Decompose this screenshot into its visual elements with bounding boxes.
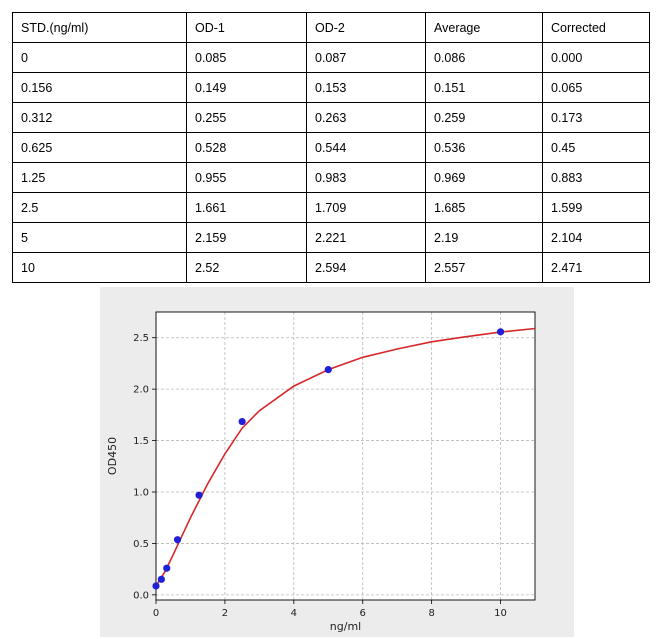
table-cell: 2.52 bbox=[186, 252, 307, 283]
table-cell: 1.661 bbox=[186, 192, 307, 223]
table-cell: 10 bbox=[12, 252, 187, 283]
x-tick-label: 10 bbox=[494, 608, 507, 619]
table-row: 0.156 0.149 0.153 0.151 0.065 bbox=[12, 72, 650, 103]
table-cell: 0.45 bbox=[542, 132, 650, 163]
table-row: 10 2.52 2.594 2.557 2.471 bbox=[12, 252, 650, 283]
table-header-row: STD.(ng/ml) OD-1 OD-2 Average Corrected bbox=[12, 12, 650, 43]
table-cell: 0.087 bbox=[306, 42, 426, 73]
x-axis-label: ng/ml bbox=[330, 620, 361, 633]
table-cell: 0 bbox=[12, 42, 187, 73]
table-cell: 1.25 bbox=[12, 162, 187, 193]
data-point bbox=[324, 366, 332, 374]
table-cell: 0.983 bbox=[306, 162, 426, 193]
table-cell: 0.173 bbox=[542, 102, 650, 133]
x-tick-label: 6 bbox=[360, 608, 366, 619]
plot-area bbox=[156, 312, 535, 600]
table-cell: 0.955 bbox=[186, 162, 307, 193]
table-cell: 0.528 bbox=[186, 132, 307, 163]
data-point bbox=[157, 575, 165, 583]
y-tick-label: 2.0 bbox=[133, 385, 149, 396]
table-cell: 0.065 bbox=[542, 72, 650, 103]
y-tick-label: 1.5 bbox=[133, 436, 149, 447]
table-cell: 0.153 bbox=[306, 72, 426, 103]
table-cell: OD-2 bbox=[306, 12, 426, 43]
table-cell: 2.594 bbox=[306, 252, 426, 283]
table-cell: 2.159 bbox=[186, 222, 307, 253]
table-cell: 0.263 bbox=[306, 102, 426, 133]
standard-table: STD.(ng/ml) OD-1 OD-2 Average Corrected 0 0.08… bbox=[12, 12, 650, 283]
table-cell: 2.104 bbox=[542, 222, 650, 253]
y-tick-label: 0.5 bbox=[133, 539, 149, 550]
table-cell: Average bbox=[425, 12, 543, 43]
x-tick-label: 0 bbox=[153, 608, 159, 619]
table-cell: 0.151 bbox=[425, 72, 543, 103]
table-row: 2.5 1.661 1.709 1.685 1.599 bbox=[12, 192, 650, 223]
table-cell: 0.000 bbox=[542, 42, 650, 73]
table-cell: 1.685 bbox=[425, 192, 543, 223]
data-point bbox=[195, 491, 203, 499]
table-cell: 0.625 bbox=[12, 132, 187, 163]
table-cell: Corrected bbox=[542, 12, 650, 43]
y-tick-label: 0.0 bbox=[133, 590, 149, 601]
table-cell: STD.(ng/ml) bbox=[12, 12, 187, 43]
table-cell: 2.19 bbox=[425, 222, 543, 253]
data-point bbox=[173, 536, 182, 544]
data-point bbox=[152, 582, 160, 590]
table-cell: 2.557 bbox=[425, 252, 543, 283]
table-cell: 0.149 bbox=[186, 72, 307, 103]
table-cell: 1.599 bbox=[542, 192, 650, 223]
table-cell: 0.255 bbox=[186, 102, 307, 133]
data-point bbox=[163, 564, 171, 572]
table-cell: 0.086 bbox=[425, 42, 543, 73]
table-cell: 2.5 bbox=[12, 192, 187, 223]
table-cell: 0.969 bbox=[425, 162, 543, 193]
x-tick-label: 4 bbox=[291, 608, 297, 619]
table-cell: 0.544 bbox=[306, 132, 426, 163]
y-axis-label: OD450 bbox=[106, 437, 119, 475]
table-cell: 2.221 bbox=[306, 222, 426, 253]
x-tick-label: 8 bbox=[428, 608, 434, 619]
table-cell: 0.085 bbox=[186, 42, 307, 73]
data-point bbox=[238, 417, 246, 426]
table-row: 0.625 0.528 0.544 0.536 0.45 bbox=[12, 132, 650, 163]
table-cell: 0.536 bbox=[425, 132, 543, 163]
table-cell: 0.312 bbox=[12, 102, 187, 133]
y-tick-label: 1.0 bbox=[133, 488, 149, 499]
table-cell: 1.709 bbox=[306, 192, 426, 223]
table-row: 5 2.159 2.221 2.19 2.104 bbox=[12, 222, 650, 253]
standard-curve-chart: 0 2 4 6 8 10 0.0 0.5 1.0 1.5 2.0 2.5 ng/ml OD450 bbox=[100, 287, 574, 637]
table-cell: 2.471 bbox=[542, 252, 650, 283]
x-tick-label: 2 bbox=[222, 608, 228, 619]
table-cell: OD-1 bbox=[186, 12, 307, 43]
y-tick-label: 2.5 bbox=[133, 333, 149, 344]
table-cell: 0.883 bbox=[542, 162, 650, 193]
table-row: 0 0.085 0.087 0.086 0.000 bbox=[12, 42, 650, 73]
chart-svg: 0 2 4 6 8 10 0.0 0.5 1.0 1.5 2.0 2.5 ng/ml OD450 bbox=[106, 311, 536, 633]
table-cell: 0.259 bbox=[425, 102, 543, 133]
plot-frame bbox=[155, 311, 536, 601]
data-point bbox=[496, 328, 505, 336]
table-row: 1.25 0.955 0.983 0.969 0.883 bbox=[12, 162, 650, 193]
table-cell: 5 bbox=[12, 222, 187, 253]
table-cell: 0.156 bbox=[12, 72, 187, 103]
table-row: 0.312 0.255 0.263 0.259 0.173 bbox=[12, 102, 650, 133]
